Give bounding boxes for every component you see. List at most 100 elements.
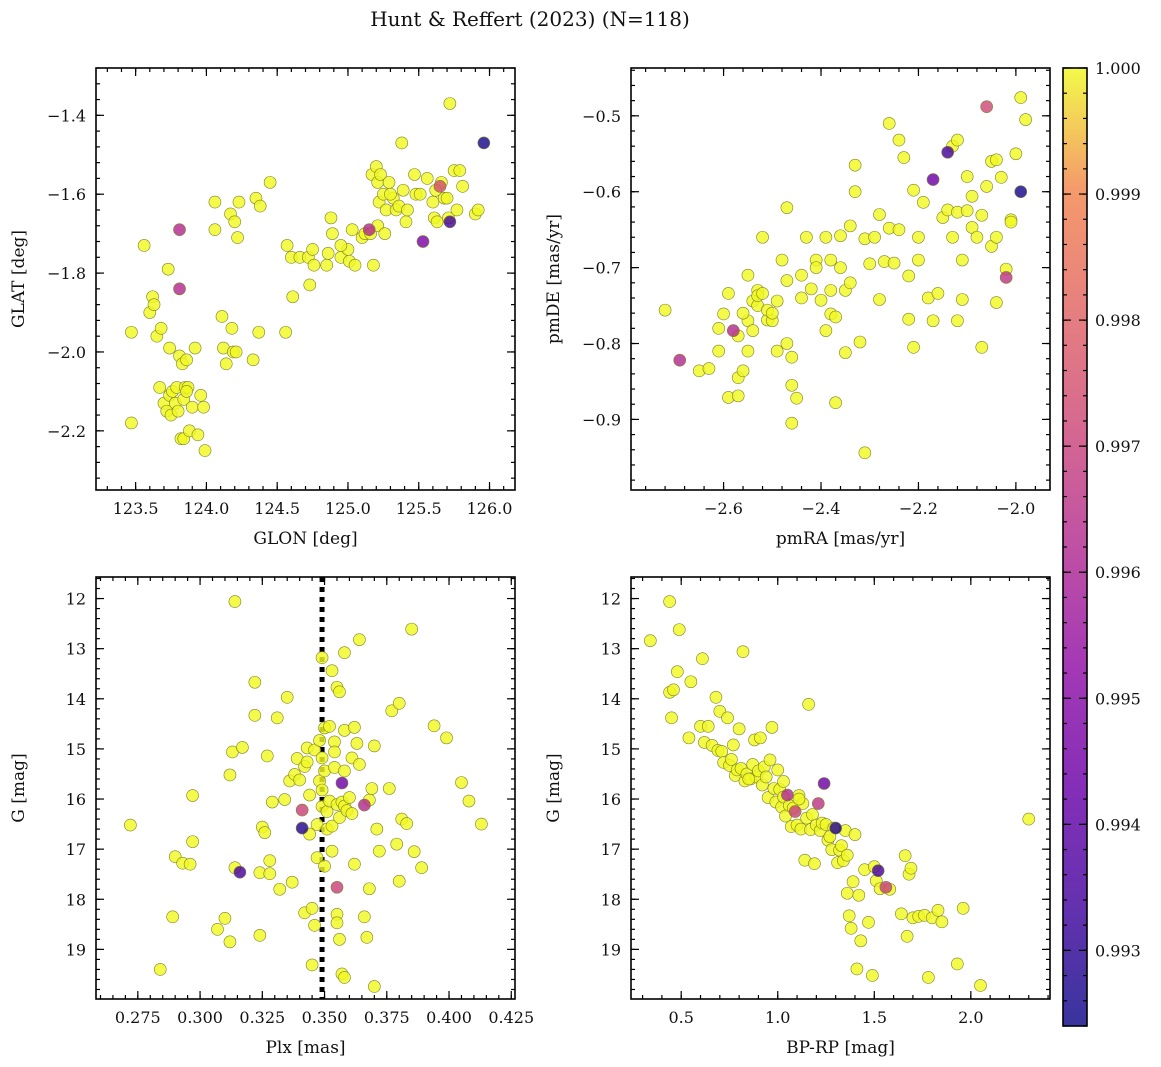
data-point [907,183,920,197]
data-point [180,385,193,398]
data-point [303,278,317,292]
data-point [736,645,750,658]
data-point [416,235,430,248]
data-point [843,276,857,290]
data-point [715,745,729,758]
y-tick-label: −2.2 [47,422,86,441]
data-point [407,845,421,858]
y-tick-label: −0.6 [582,183,621,202]
data-point [696,652,709,665]
data-point [917,196,930,209]
data-point [809,261,823,274]
data-point [462,794,476,808]
data-point [450,203,464,217]
data-point [303,788,316,802]
data-point [712,322,726,335]
scatter-points [124,595,488,993]
data-point [280,690,294,704]
scatter-panels: 123.5 124.0 124.5 125.0 125.5 126.0 −2.2 −2.0 −1… [9,67,1051,1058]
data-point [848,158,862,172]
data-point [835,839,848,852]
axes-frame [630,576,1051,1000]
data-point [795,291,808,305]
data-point [965,189,979,203]
x-tick-label: 0.275 [115,1008,161,1027]
data-point [843,219,857,233]
data-point [426,195,440,209]
data-point [373,844,386,858]
data-point [188,341,202,355]
data-point [420,172,434,185]
data-point [725,753,738,766]
data-point [785,416,799,430]
x-tick-label: 124.5 [254,499,300,518]
data-point [902,312,916,326]
scatter-points [644,595,1036,992]
data-point [211,923,224,936]
axis-ticks [96,577,515,999]
data-point [912,230,925,244]
data-point [305,958,319,972]
data-point [848,828,862,841]
x-tick-label: 0.400 [426,1008,472,1027]
data-point [863,257,877,271]
data-point [253,929,267,942]
x-tick-label: 124.0 [184,499,230,518]
data-point [185,400,199,414]
data-point [667,683,680,697]
data-point [228,595,242,608]
data-point [293,773,306,787]
data-point [931,903,945,917]
data-point [763,753,777,767]
data-point [279,325,292,339]
colorbar: 0.993 0.994 0.995 0.996 0.997 0.998 0.999 1.000 [1062,59,1141,1027]
data-point [994,170,1008,184]
data-point [1014,185,1028,199]
data-point [440,731,453,745]
data-point [868,230,881,244]
x-axis-label: pmRA [mas/yr] [776,529,905,549]
data-point [848,185,862,199]
data-point [672,623,686,636]
data-point [396,183,410,197]
data-point [1009,147,1023,161]
data-point [225,321,239,335]
data-point [907,341,920,354]
data-point [1004,215,1018,229]
data-point [727,324,740,337]
axes-frame [95,576,516,1000]
data-point [333,933,346,946]
data-point [343,791,356,804]
data-point [839,346,852,359]
data-point [378,227,392,240]
data-point [197,400,210,414]
data-point [198,444,212,457]
data-point [780,337,794,350]
data-point [892,133,906,147]
data-point [345,223,359,236]
y-axis-label: pmDE [mas/yr] [544,214,564,344]
data-point [350,737,364,750]
y-tick-label: 13 [66,640,86,659]
data-point [236,741,249,754]
data-point [765,721,779,734]
data-point [475,817,488,831]
y-tick-label: 15 [601,740,621,759]
data-point [326,227,339,240]
axis-ticks [631,68,1050,490]
data-point [834,261,847,274]
data-point [904,861,918,875]
data-point [399,215,413,229]
y-tick-label: 14 [66,690,86,709]
data-point [440,191,454,205]
data-point [892,223,906,236]
data-point [960,204,974,217]
data-point [345,807,359,820]
data-point [941,145,954,159]
data-point [228,215,242,229]
data-point [248,709,262,722]
data-point [153,381,166,394]
data-point [975,341,989,354]
data-point [990,296,1003,309]
data-point [804,282,818,296]
